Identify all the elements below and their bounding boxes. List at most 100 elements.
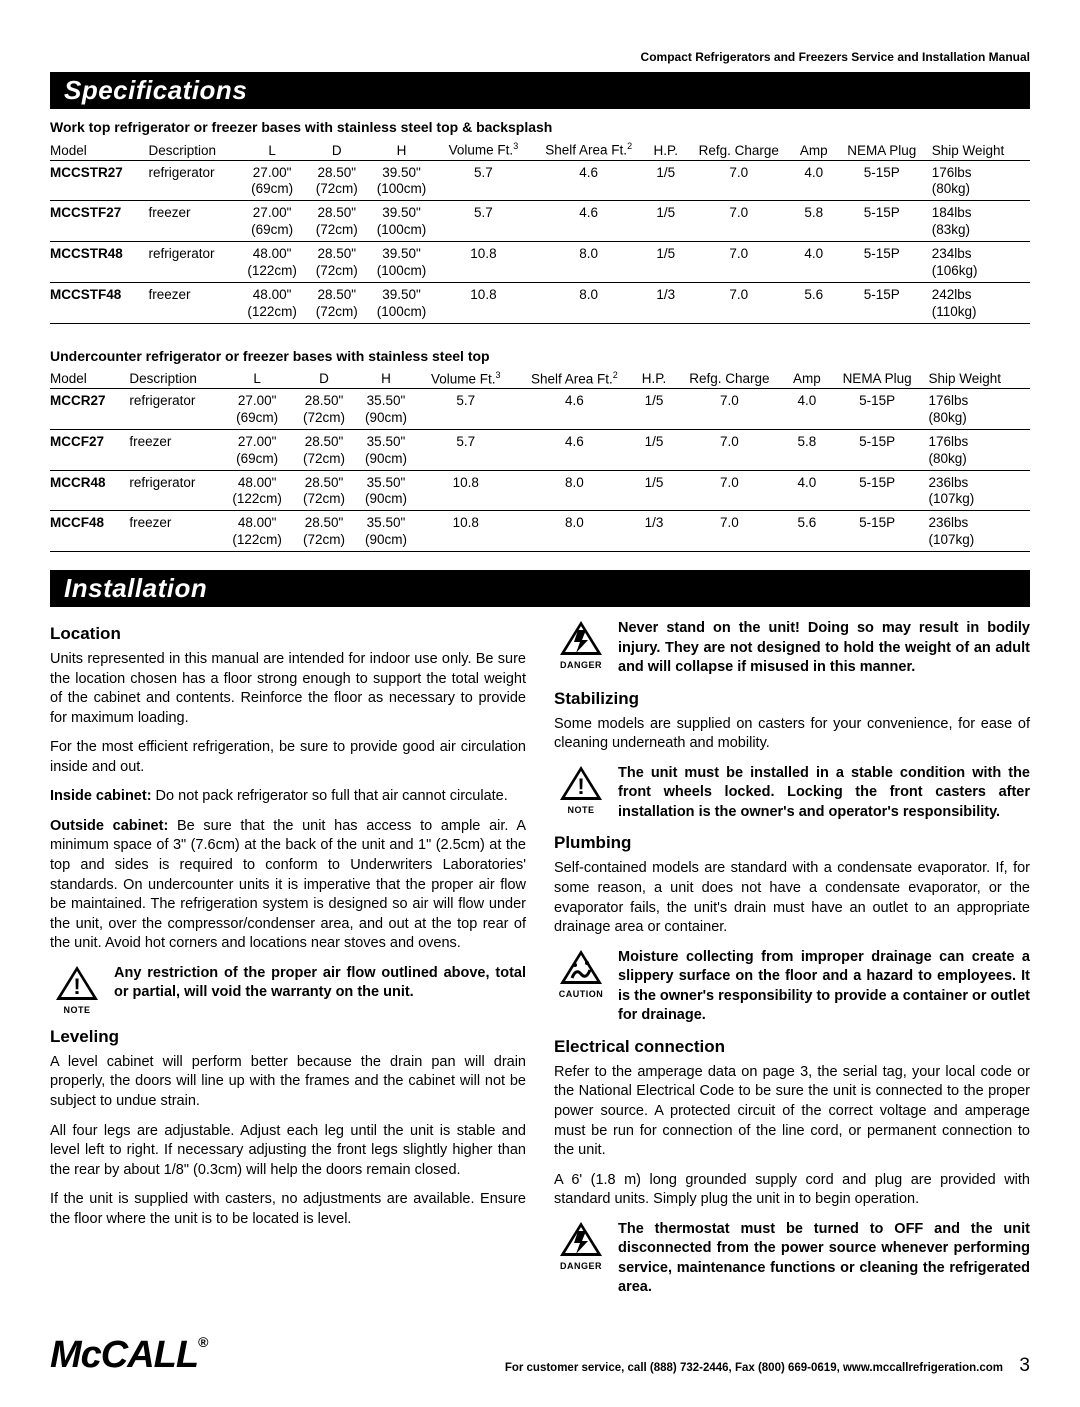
manual-header: Compact Refrigerators and Freezers Servi… xyxy=(50,50,1030,64)
body-text: Self-contained models are standard with … xyxy=(554,859,1030,937)
table2-title: Undercounter refrigerator or freezer bas… xyxy=(50,348,1030,364)
page-number: 3 xyxy=(1019,1355,1030,1376)
specifications-heading: Specifications xyxy=(50,72,1030,109)
col-header: D xyxy=(310,137,370,160)
col-header: H.P. xyxy=(637,366,676,389)
caution-text: Moisture collecting from improper draina… xyxy=(618,948,1030,1026)
footer-right: For customer service, call (888) 732-244… xyxy=(505,1355,1030,1377)
location-heading: Location xyxy=(50,623,526,646)
cell: 7.0 xyxy=(677,511,788,552)
page-footer: McCALL® For customer service, call (888)… xyxy=(50,1334,1030,1377)
cell: 5.7 xyxy=(420,389,518,430)
danger-block: DANGER Never stand on the unit! Doing so… xyxy=(554,619,1030,678)
cell: 5.6 xyxy=(788,511,832,552)
cell: 4.6 xyxy=(517,389,637,430)
electrical-heading: Electrical connection xyxy=(554,1036,1030,1059)
cell: 5.8 xyxy=(788,429,832,470)
cell: 7.0 xyxy=(677,389,788,430)
cell: 4.0 xyxy=(796,242,838,283)
cell: 1/5 xyxy=(637,470,676,511)
cell: refrigerator xyxy=(148,160,240,201)
col-header: D xyxy=(296,366,358,389)
col-header: H xyxy=(370,137,439,160)
installation-heading: Installation xyxy=(50,570,1030,607)
col-header: Refg. Charge xyxy=(677,366,788,389)
col-header: Description xyxy=(148,137,240,160)
left-column: Location Units represented in this manua… xyxy=(50,613,526,1308)
cell: 5-15P xyxy=(832,511,929,552)
col-header: H xyxy=(358,366,420,389)
cell: 4.0 xyxy=(796,160,838,201)
note-block: ! NOTE The unit must be installed in a s… xyxy=(554,764,1030,823)
spec-table-2: ModelDescriptionLDHVolume Ft.3Shelf Area… xyxy=(50,366,1030,553)
body-text: Inside cabinet: Do not pack refrigerator… xyxy=(50,787,526,807)
cell: 4.6 xyxy=(534,201,650,242)
cell: 35.50"(90cm) xyxy=(358,511,420,552)
col-header: Shelf Area Ft.2 xyxy=(517,366,637,389)
cell: freezer xyxy=(148,201,240,242)
table-row: MCCF48freezer48.00"(122cm)28.50"(72cm)35… xyxy=(50,511,1030,552)
cell: 234lbs(106kg) xyxy=(932,242,1030,283)
body-text: If the unit is supplied with casters, no… xyxy=(50,1190,526,1229)
col-header: Model xyxy=(50,366,129,389)
mccall-logo: McCALL® xyxy=(50,1334,207,1377)
cell: 28.50"(72cm) xyxy=(296,429,358,470)
table1-title: Work top refrigerator or freezer bases w… xyxy=(50,119,1030,135)
cell: 35.50"(90cm) xyxy=(358,429,420,470)
caution-block: CAUTION Moisture collecting from imprope… xyxy=(554,948,1030,1026)
cell: 5.7 xyxy=(439,160,533,201)
cell: refrigerator xyxy=(129,389,224,430)
cell: 4.6 xyxy=(517,429,637,470)
cell: 28.50"(72cm) xyxy=(310,160,370,201)
cell: 1/5 xyxy=(650,242,688,283)
body-text: All four legs are adjustable. Adjust eac… xyxy=(50,1122,526,1181)
cell: 176lbs(80kg) xyxy=(932,160,1030,201)
col-header: Ship Weight xyxy=(932,137,1030,160)
cell: 1/5 xyxy=(650,160,688,201)
cell: 48.00"(122cm) xyxy=(240,242,309,283)
svg-text:!: ! xyxy=(577,774,584,799)
col-header: Shelf Area Ft.2 xyxy=(534,137,650,160)
cell: 176lbs(80kg) xyxy=(929,429,1030,470)
cell: 7.0 xyxy=(688,201,796,242)
cell: 5.7 xyxy=(439,201,533,242)
body-text: A level cabinet will perform better beca… xyxy=(50,1053,526,1112)
cell: 48.00"(122cm) xyxy=(224,511,296,552)
stabilizing-heading: Stabilizing xyxy=(554,688,1030,711)
col-header: NEMA Plug xyxy=(832,366,929,389)
cell: 39.50"(100cm) xyxy=(370,242,439,283)
table-row: MCCF27freezer27.00"(69cm)28.50"(72cm)35.… xyxy=(50,429,1030,470)
table-row: MCCSTF48freezer48.00"(122cm)28.50"(72cm)… xyxy=(50,282,1030,323)
cell: refrigerator xyxy=(129,470,224,511)
leveling-heading: Leveling xyxy=(50,1026,526,1049)
cell: 5.8 xyxy=(796,201,838,242)
cell: 242lbs(110kg) xyxy=(932,282,1030,323)
note-text: The unit must be installed in a stable c… xyxy=(618,764,1030,823)
cell: 236lbs(107kg) xyxy=(929,511,1030,552)
cell: 1/5 xyxy=(637,429,676,470)
note-block: ! NOTE Any restriction of the proper air… xyxy=(50,964,526,1016)
table-row: MCCR48refrigerator48.00"(122cm)28.50"(72… xyxy=(50,470,1030,511)
cell: 35.50"(90cm) xyxy=(358,470,420,511)
cell: 5-15P xyxy=(832,429,929,470)
cell: 1/5 xyxy=(650,201,688,242)
cell: 10.8 xyxy=(420,470,518,511)
cell: 35.50"(90cm) xyxy=(358,389,420,430)
cell: 8.0 xyxy=(534,282,650,323)
note-icon: ! NOTE xyxy=(554,764,608,823)
cell: 10.8 xyxy=(439,282,533,323)
body-text: Some models are supplied on casters for … xyxy=(554,715,1030,754)
cell: 7.0 xyxy=(688,160,796,201)
cell: 8.0 xyxy=(534,242,650,283)
cell: 27.00"(69cm) xyxy=(240,201,309,242)
table-row: MCCSTR48refrigerator48.00"(122cm)28.50"(… xyxy=(50,242,1030,283)
cell: 28.50"(72cm) xyxy=(296,389,358,430)
cell: freezer xyxy=(129,511,224,552)
table-row: MCCSTR27refrigerator27.00"(69cm)28.50"(7… xyxy=(50,160,1030,201)
cell: 5-15P xyxy=(832,470,929,511)
cell: 5.7 xyxy=(420,429,518,470)
body-text: A 6' (1.8 m) long grounded supply cord a… xyxy=(554,1171,1030,1210)
cell: 236lbs(107kg) xyxy=(929,470,1030,511)
cell: MCCSTR27 xyxy=(50,160,148,201)
col-header: Volume Ft.3 xyxy=(420,366,518,389)
